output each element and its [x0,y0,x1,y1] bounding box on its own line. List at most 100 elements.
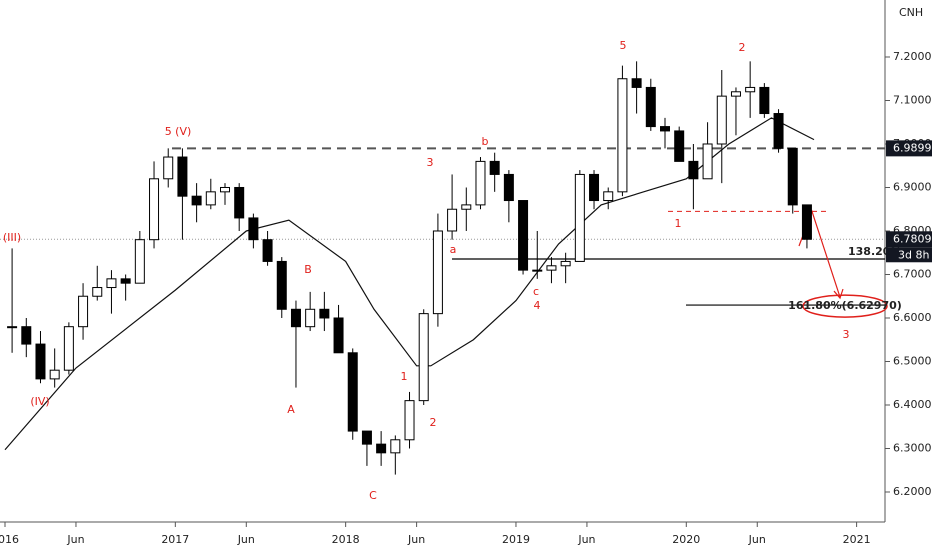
candle-body [461,204,472,210]
candle-body [106,278,117,289]
x-tick-label: Jun [748,533,766,546]
candle-body [773,113,784,149]
candle-body [631,78,642,88]
wave-label: 2 [739,41,746,54]
candle-body [447,208,458,232]
candle-body [220,186,230,193]
candle-body [49,369,60,380]
x-tick-label: 2017 [161,533,189,546]
candle-body [120,278,131,284]
wave-label: 1 [675,217,682,230]
candle-body [589,173,600,202]
y-tick-label: 7.10000 [893,93,932,106]
candle-body [262,239,273,262]
y-tick-label: 6.60000 [893,311,932,324]
x-tick-label: 2020 [672,533,700,546]
candle-body [503,173,514,202]
candle-body [603,191,614,202]
candle-body [560,260,571,267]
candle-body [674,130,685,162]
y-tick-label: 6.30000 [893,441,932,454]
wave-label: 5 [620,39,627,52]
x-tick-label: 2021 [843,533,871,546]
candle-body [35,343,46,380]
candle-body [177,156,188,197]
fib-label: 161.80%(6.62970) [788,299,902,312]
wave-label: (IV) [30,395,49,408]
candle-body [319,308,330,319]
candle-body [276,260,287,310]
candle-body [361,430,372,445]
candle-body [730,91,741,97]
candle-body [305,308,316,328]
candle-body [7,326,18,329]
candle-body [432,230,443,315]
candle-body [546,265,557,271]
y-tick-label: 6.90000 [893,180,932,193]
candle-body [248,217,259,241]
candle-body [390,439,401,454]
fib-target-ellipse [802,294,888,318]
candle-body [617,78,628,193]
wave-label: C [369,489,377,502]
candle-body [745,86,756,93]
candle-body [518,200,529,271]
candle-body [205,191,216,206]
wave-label: 2 [430,416,437,429]
x-tick-label: 2019 [502,533,530,546]
wave-label: c [533,285,539,298]
y-tick-label: 6.40000 [893,398,932,411]
candle-body [418,313,429,402]
candle-body [163,156,174,180]
wave-label: b [482,135,489,148]
candle-body [376,443,387,454]
candle-body [149,178,160,241]
resistance-tag: 6.98995 [893,141,932,154]
candle-body [21,326,32,345]
candle-body [347,352,358,432]
y-tick-label: 6.70000 [893,267,932,280]
last-price-tag: 6.78094 [893,232,932,245]
wave-label: 5 (V) [165,125,192,138]
candle-body [234,186,245,219]
candle-body [787,147,798,206]
candle-body [801,204,812,240]
countdown: 3d 8h [898,248,929,261]
candle-body [688,160,699,180]
x-tick-label: Jun [577,533,595,546]
x-tick-label: Jun [66,533,84,546]
candle-body [716,95,727,145]
candle-body [532,269,543,272]
x-tick-label: Jun [237,533,255,546]
wave-label: 3 [427,156,434,169]
candle-body [475,160,486,206]
candle-body [489,160,500,175]
candle-body [290,308,301,328]
candle-body [63,326,74,371]
wave-label: 4 [534,299,541,312]
y-tick-label: 6.50000 [893,354,932,367]
candle-body [78,295,89,328]
wave-label: 3 [843,328,850,341]
x-tick-label: 2016 [0,533,19,546]
resistance-tag-bg [886,140,932,157]
wave-label: B [304,263,312,276]
candle-body [759,86,770,115]
countdown-bg [886,247,932,263]
candle-body [191,195,202,206]
candle-body [702,143,713,180]
arrow-head [833,288,844,300]
symbol: CNH [899,6,923,19]
candle-body [574,173,585,262]
wave-label: (III) [3,231,21,244]
wave-label: 1 [401,370,408,383]
last-price-tag-bg [886,231,932,248]
x-tick-label: 2018 [332,533,360,546]
price-axis [885,0,932,550]
candle-body [134,239,145,284]
candle-body [660,126,670,132]
wave-label: A [287,403,295,416]
